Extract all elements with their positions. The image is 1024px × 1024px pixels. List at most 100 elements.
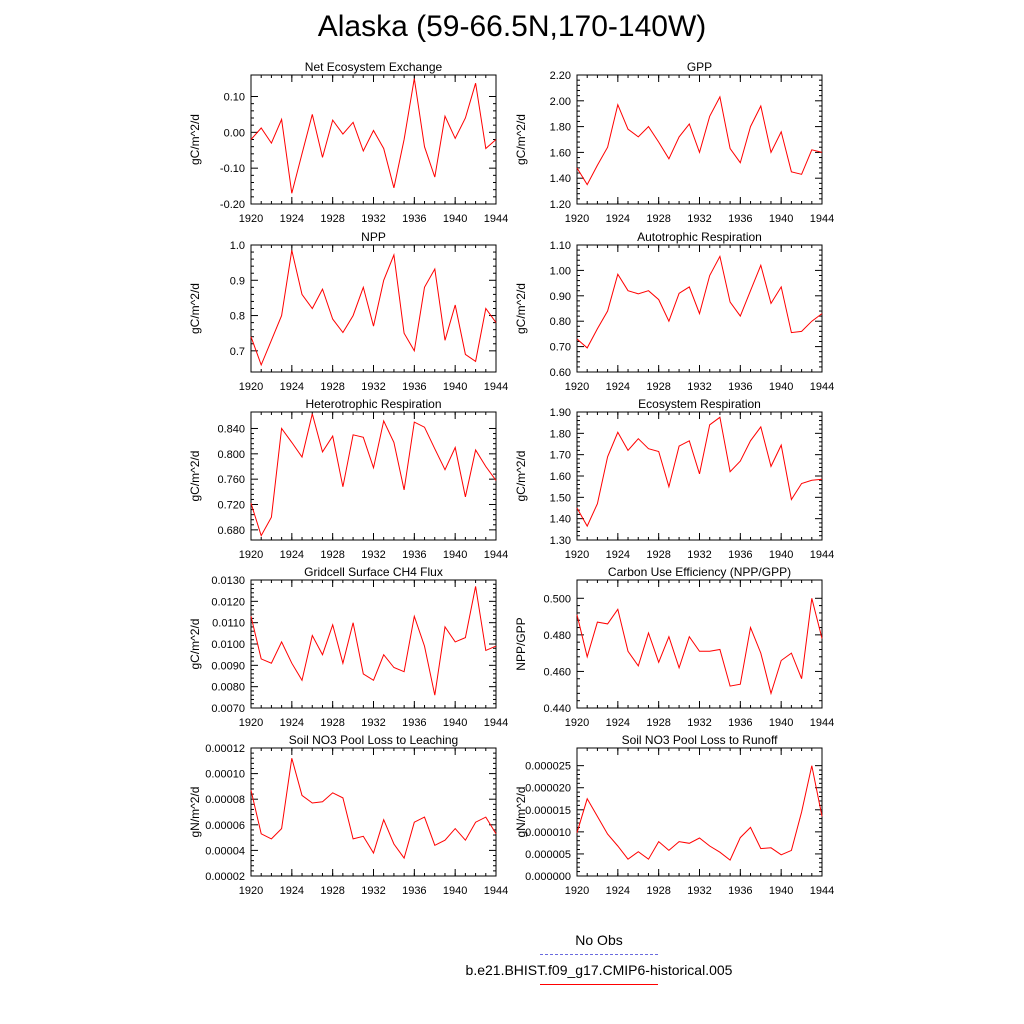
y-tick-label: 1.20: [550, 199, 571, 211]
x-tick-label: 1928: [320, 213, 344, 225]
x-tick-label: 1932: [361, 717, 385, 729]
x-tick-label: 1920: [565, 885, 589, 897]
legend-obs-label: No Obs: [575, 932, 623, 948]
chart-panel-5: Heterotrophic Respiration gC/m^2/d 1920 192…: [188, 397, 508, 561]
series-line: [576, 254, 823, 349]
chart-title: Soil NO3 Pool Loss to Leaching: [289, 733, 458, 747]
x-tick-label: 1920: [565, 549, 589, 561]
plot-frame: [576, 579, 823, 709]
y-tick-label: 1.80: [550, 122, 571, 134]
series-line: [250, 758, 497, 860]
x-tick-label: 1944: [810, 381, 834, 393]
legend-model-line: [540, 984, 658, 985]
x-tick-label: 1940: [769, 549, 793, 561]
x-tick-label: 1936: [402, 885, 426, 897]
chart-title: Autotrophic Respiration: [637, 230, 762, 244]
y-tick-label: 0.0120: [211, 596, 245, 608]
x-tick-label: 1920: [565, 717, 589, 729]
y-tick-label: 1.60: [550, 147, 571, 159]
y-tick-label: -0.10: [220, 163, 245, 175]
x-tick-label: 1936: [402, 717, 426, 729]
x-tick-label: 1920: [239, 717, 263, 729]
y-tick-label: 0.000020: [525, 783, 571, 795]
y-tick-label: 0.000010: [525, 827, 571, 839]
y-tick-label: 0.480: [543, 630, 571, 642]
chart-title: GPP: [687, 60, 712, 74]
y-tick-label: 0.680: [217, 525, 245, 537]
chart-title: Carbon Use Efficiency (NPP/GPP): [608, 565, 791, 579]
chart-title: Net Ecosystem Exchange: [305, 60, 443, 74]
y-tick-label: 0.00002: [205, 871, 245, 883]
y-tick-label: 0.000015: [525, 805, 571, 817]
x-tick-label: 1928: [646, 213, 670, 225]
x-tick-label: 1944: [810, 717, 834, 729]
y-tick-label: 0.00004: [205, 845, 245, 857]
y-tick-label: 0.0100: [211, 639, 245, 651]
y-tick-label: 0.60: [550, 367, 571, 379]
y-axis-label: gC/m^2/d: [188, 619, 202, 670]
y-tick-label: 1.70: [550, 450, 571, 462]
series-line: [250, 78, 497, 194]
series-line: [576, 765, 823, 861]
chart-panel-2: GPP gC/m^2/d 1920 1924 1928 1932 1936 1940 1944 1…: [514, 60, 834, 225]
y-tick-label: 0.0130: [211, 575, 245, 587]
plot-frame: [576, 244, 823, 373]
plot-frame: [576, 747, 823, 877]
chart-panel-4: Autotrophic Respiration gC/m^2/d 1920 1924 1…: [514, 230, 834, 393]
x-tick-label: 1920: [239, 381, 263, 393]
y-tick-label: 1.60: [550, 471, 571, 483]
y-tick-label: 0.9: [230, 275, 245, 287]
x-tick-label: 1944: [810, 549, 834, 561]
y-tick-label: 0.00: [224, 127, 245, 139]
y-tick-label: 1.40: [550, 173, 571, 185]
x-tick-label: 1924: [280, 885, 304, 897]
y-tick-label: 0.8: [230, 311, 245, 323]
y-axis-label: NPP/GPP: [514, 617, 528, 670]
y-tick-label: 0.500: [543, 593, 571, 605]
x-tick-label: 1940: [443, 213, 467, 225]
y-tick-label: 0.0070: [211, 703, 245, 715]
plot-frame: [250, 579, 497, 709]
y-tick-label: 0.000000: [525, 871, 571, 883]
plot-frame: [250, 244, 497, 373]
x-tick-label: 1944: [810, 213, 834, 225]
x-tick-label: 1924: [606, 717, 630, 729]
chart-title: Gridcell Surface CH4 Flux: [304, 565, 443, 579]
x-tick-label: 1924: [606, 213, 630, 225]
y-tick-label: 1.10: [550, 240, 571, 252]
x-tick-label: 1932: [361, 381, 385, 393]
x-tick-label: 1924: [606, 885, 630, 897]
y-tick-label: 0.0110: [212, 618, 245, 630]
chart-panel-10: Soil NO3 Pool Loss to Runoff gN/m^2/d 1920…: [514, 733, 834, 897]
y-tick-label: 1.90: [550, 407, 571, 419]
y-tick-label: 0.440: [543, 703, 571, 715]
x-tick-label: 1932: [687, 885, 711, 897]
y-tick-label: 0.460: [543, 666, 571, 678]
x-tick-label: 1944: [484, 549, 508, 561]
x-tick-label: 1928: [646, 549, 670, 561]
y-tick-label: 0.10: [224, 92, 245, 104]
plot-frame: [250, 74, 497, 205]
x-tick-label: 1940: [769, 213, 793, 225]
y-axis-label: gC/m^2/d: [514, 451, 528, 502]
y-tick-label: 2.20: [550, 70, 571, 82]
x-tick-label: 1944: [484, 717, 508, 729]
plot-frame: [250, 747, 497, 877]
x-tick-label: 1928: [646, 885, 670, 897]
x-tick-label: 1936: [728, 885, 752, 897]
x-tick-label: 1924: [280, 381, 304, 393]
y-tick-label: 0.7: [230, 346, 245, 358]
x-tick-label: 1940: [443, 381, 467, 393]
x-tick-label: 1932: [687, 549, 711, 561]
x-tick-label: 1940: [769, 717, 793, 729]
y-tick-label: 0.0080: [211, 682, 245, 694]
y-axis-label: gC/m^2/d: [514, 114, 528, 165]
x-tick-label: 1920: [239, 549, 263, 561]
x-tick-label: 1936: [728, 717, 752, 729]
x-tick-label: 1940: [443, 549, 467, 561]
y-axis-label: gC/m^2/d: [188, 283, 202, 334]
x-tick-label: 1932: [687, 381, 711, 393]
x-tick-label: 1924: [280, 549, 304, 561]
series-line: [250, 250, 497, 367]
series-line: [576, 95, 823, 186]
